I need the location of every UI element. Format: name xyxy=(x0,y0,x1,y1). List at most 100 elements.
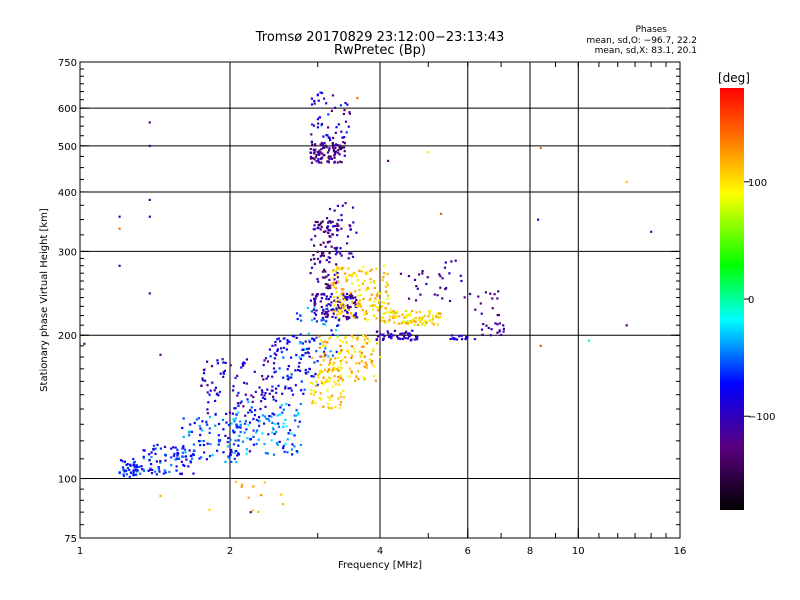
echo-point xyxy=(258,386,261,389)
echo-point xyxy=(419,320,422,323)
echo-point xyxy=(399,337,402,340)
x-tick-label: 4 xyxy=(377,546,383,557)
echo-point xyxy=(348,375,351,378)
echo-point xyxy=(200,384,203,387)
echo-point xyxy=(329,284,332,287)
chart-subtitle: RwPretec (Bp) xyxy=(334,43,426,58)
echo-point xyxy=(349,367,352,370)
echo-point xyxy=(327,126,330,129)
echo-point xyxy=(321,143,325,146)
echo-point xyxy=(539,344,542,347)
echo-point xyxy=(337,366,340,369)
echo-point xyxy=(332,136,335,140)
echo-point xyxy=(159,353,162,356)
echo-point xyxy=(234,376,237,379)
echo-point xyxy=(420,323,423,326)
echo-point xyxy=(217,443,220,446)
echo-point xyxy=(332,225,335,228)
echo-point xyxy=(339,352,342,355)
echo-point xyxy=(192,453,195,457)
echo-point xyxy=(199,444,202,447)
echo-point xyxy=(327,310,330,313)
echo-point xyxy=(233,419,236,422)
echo-point xyxy=(221,358,224,361)
echo-point xyxy=(460,338,464,341)
echo-point xyxy=(337,397,340,400)
echo-point xyxy=(330,301,333,304)
echo-point xyxy=(427,151,430,154)
echo-point xyxy=(331,308,334,311)
echo-point xyxy=(324,270,327,273)
echo-point xyxy=(241,440,244,443)
echo-point xyxy=(172,446,175,449)
echo-point xyxy=(383,312,386,315)
echo-point xyxy=(315,160,318,163)
echo-point xyxy=(312,393,316,396)
echo-point xyxy=(337,379,340,382)
echo-point xyxy=(221,418,224,421)
echo-point xyxy=(252,443,255,446)
echo-point xyxy=(233,407,236,410)
echo-point xyxy=(325,259,328,262)
echo-point xyxy=(214,424,217,427)
echo-point xyxy=(459,274,462,277)
echo-point xyxy=(425,321,428,324)
echo-point xyxy=(420,318,423,321)
echo-point xyxy=(214,386,217,389)
echo-point xyxy=(125,473,128,476)
echo-point xyxy=(330,245,333,248)
echo-point xyxy=(402,335,406,338)
echo-point xyxy=(332,310,335,313)
echo-point xyxy=(273,432,276,435)
echo-point xyxy=(322,146,326,149)
echo-point xyxy=(491,297,494,300)
echo-point xyxy=(281,392,284,395)
echo-point xyxy=(327,160,330,163)
echo-point xyxy=(480,312,483,315)
echo-point xyxy=(209,416,212,419)
echo-point xyxy=(241,483,244,486)
echo-point xyxy=(148,453,151,456)
echo-point xyxy=(445,287,448,290)
echo-point xyxy=(353,350,357,353)
echo-point xyxy=(321,152,324,155)
echo-point xyxy=(333,247,336,250)
echo-point xyxy=(386,311,389,314)
echo-point xyxy=(344,309,347,312)
echo-point xyxy=(260,494,263,497)
echo-point xyxy=(406,332,409,335)
echo-point xyxy=(121,460,124,463)
colorbar-tick-label: −100 xyxy=(748,412,775,423)
echo-point xyxy=(386,297,389,301)
echo-point xyxy=(267,375,270,378)
echo-point xyxy=(344,276,347,279)
echo-point xyxy=(227,455,230,458)
echo-point xyxy=(313,361,316,364)
echo-point xyxy=(489,334,492,337)
echo-point xyxy=(170,447,173,450)
echo-point xyxy=(268,419,271,422)
echo-point xyxy=(384,285,388,288)
echo-point xyxy=(313,317,316,320)
echo-point xyxy=(338,339,342,342)
echo-point xyxy=(309,147,312,151)
echo-point xyxy=(355,231,358,234)
echo-point xyxy=(429,319,432,322)
echo-point xyxy=(328,380,331,383)
echo-point xyxy=(317,122,320,125)
echo-point xyxy=(349,305,352,308)
echo-point xyxy=(175,457,178,460)
echo-point xyxy=(326,314,330,317)
echo-point xyxy=(322,344,325,347)
echo-point xyxy=(328,240,331,243)
echo-point xyxy=(323,268,326,271)
echo-point xyxy=(232,443,236,446)
echo-point xyxy=(181,455,184,458)
echo-point xyxy=(339,377,343,380)
echo-point xyxy=(293,434,296,437)
echo-point xyxy=(347,257,350,260)
echo-point xyxy=(240,485,243,488)
echo-point xyxy=(329,336,332,339)
echo-point xyxy=(286,451,289,454)
echo-point xyxy=(157,468,160,471)
